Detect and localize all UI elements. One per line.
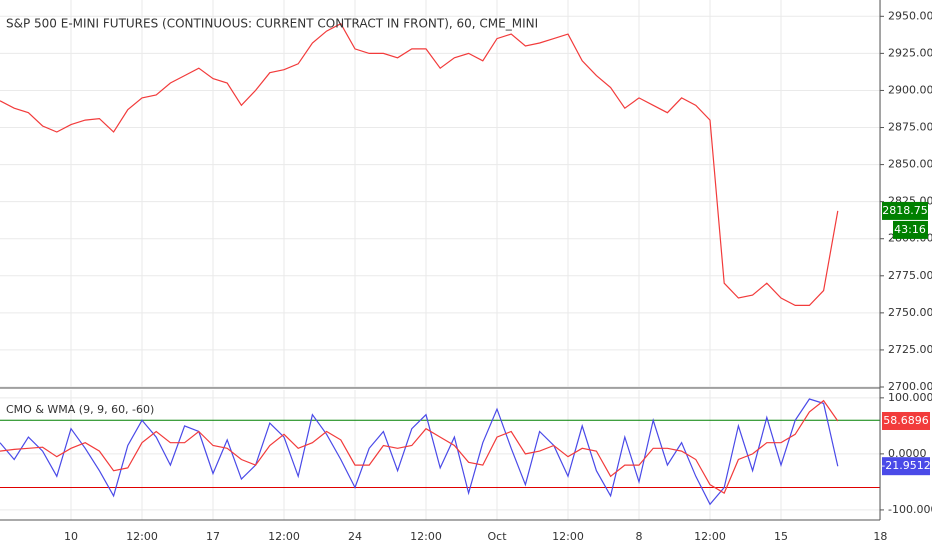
last-value-box: [882, 411, 930, 430]
y-tick-label: 2925.00: [888, 46, 932, 59]
x-tick-label: 24: [348, 530, 362, 543]
y-tick-label: 2850.00: [888, 158, 932, 171]
last-value-label: 58.6896: [883, 414, 929, 427]
last-value-label: -21.9512: [881, 459, 930, 472]
x-tick-label: 10: [64, 530, 78, 543]
x-tick-label: 18: [873, 530, 887, 543]
x-tick-label: 12:00: [694, 530, 726, 543]
series-line: [0, 22, 839, 306]
y-tick-label: 2775.00: [888, 269, 932, 282]
series-line: [0, 398, 839, 506]
series-line: [0, 399, 839, 494]
y-tick-label: 100.0000: [888, 391, 932, 404]
x-tick-label: 8: [636, 530, 643, 543]
x-tick-label: 12:00: [268, 530, 300, 543]
y-tick-label: 0.0000: [888, 447, 927, 460]
x-tick-label: 15: [774, 530, 788, 543]
last-price-label: 2818.75: [882, 204, 928, 217]
last-value-box: [882, 457, 930, 476]
x-tick-label: Oct: [487, 530, 507, 543]
chart-title: S&P 500 E-MINI FUTURES (CONTINUOUS: CURR…: [6, 17, 538, 31]
y-tick-label: 2875.00: [888, 121, 932, 134]
last-price-box: [882, 201, 928, 220]
x-tick-label: 17: [206, 530, 220, 543]
y-tick-label: 2725.00: [888, 343, 932, 356]
y-tick-label: 2750.00: [888, 306, 932, 319]
indicator-title: CMO & WMA (9, 9, 60, -60): [6, 403, 154, 416]
labels-layer: 10 12:00 17 12:00 24 12:00 Oct 12:00 8 12:00 15 18 2…: [64, 9, 932, 543]
marks-layer: [0, 22, 880, 506]
y-tick-label: 2700.00: [888, 380, 932, 393]
x-tick-label: 12:00: [552, 530, 584, 543]
countdown-label: 43:16: [894, 223, 926, 236]
x-tick-label: 12:00: [410, 530, 442, 543]
y-tick-label: -100.0000: [888, 503, 932, 516]
y-tick-label: 2900.00: [888, 83, 932, 96]
x-tick-label: 12:00: [126, 530, 158, 543]
countdown-box: [893, 220, 928, 239]
y-tick-label: 2950.00: [888, 9, 932, 22]
